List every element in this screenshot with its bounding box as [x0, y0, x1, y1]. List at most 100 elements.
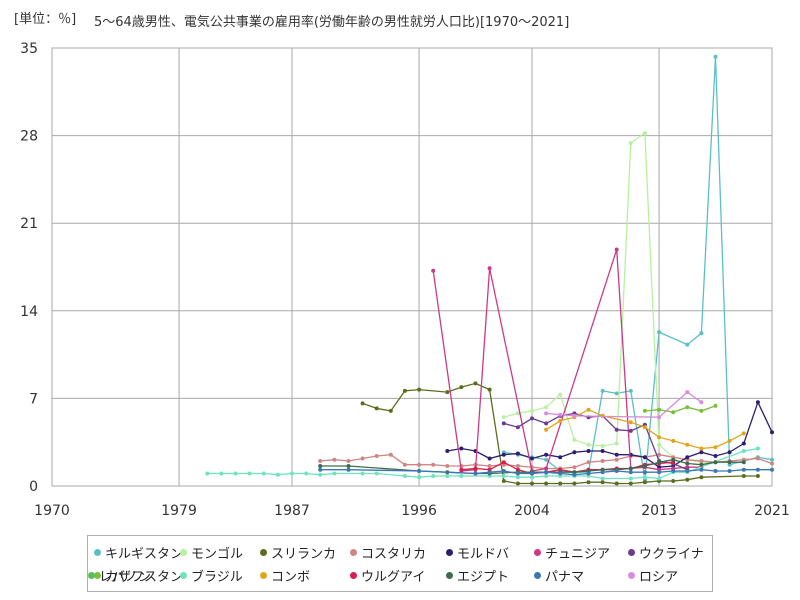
data-point [628, 466, 633, 471]
data-point [600, 459, 605, 463]
data-point [755, 446, 760, 451]
data-point [699, 467, 704, 472]
data-point [346, 459, 351, 463]
data-point [360, 401, 365, 406]
series-line-4 [447, 400, 773, 468]
legend-item: カザフスタン [94, 566, 183, 585]
legend-item: キルギスタン [94, 543, 183, 562]
data-point [685, 469, 690, 473]
legend-marker [88, 572, 95, 579]
data-point [544, 457, 549, 462]
data-point [657, 435, 662, 440]
data-point [713, 469, 718, 473]
data-point [755, 467, 760, 472]
data-point [770, 457, 774, 462]
x-tick-label: 2004 [514, 503, 550, 519]
data-point [642, 131, 647, 136]
legend-label: ロシア [639, 570, 679, 585]
data-point [558, 418, 563, 423]
data-point [445, 449, 450, 453]
data-point [572, 481, 577, 486]
data-point [657, 452, 662, 457]
data-point [558, 412, 563, 417]
legend-marker [94, 549, 101, 556]
data-point [741, 474, 746, 478]
data-point [318, 467, 323, 472]
series-line-2 [362, 382, 758, 485]
legend-item: コンボ [260, 566, 310, 585]
plot-area [51, 47, 773, 487]
legend-item: ブラジル [180, 566, 243, 585]
data-point [515, 411, 520, 416]
legend-label: モルドバ [457, 547, 510, 562]
data-point [614, 469, 619, 473]
data-point [727, 450, 732, 455]
data-point [572, 472, 577, 477]
series-line-13 [546, 391, 702, 418]
data-point [558, 481, 563, 486]
data-point [501, 479, 506, 483]
legend-label: チュニジア [545, 547, 611, 562]
data-point [459, 467, 464, 472]
data-point [515, 425, 520, 430]
data-point [473, 466, 478, 471]
data-point [501, 469, 506, 473]
data-point [501, 452, 506, 457]
data-point [586, 407, 591, 412]
legend-marker [446, 572, 453, 579]
legend-marker [628, 572, 635, 579]
data-point [685, 477, 690, 482]
data-point [544, 466, 549, 471]
data-point [657, 330, 662, 335]
data-point [431, 474, 436, 478]
data-point [699, 462, 704, 467]
data-point [727, 469, 732, 473]
legend-label: モンゴル [191, 547, 244, 562]
data-point [614, 391, 619, 396]
data-point [642, 480, 647, 485]
chart-title: 5～64歳男性、電気公共事業の雇用率(労働年齢の男性就労人口比)[1970～20… [94, 15, 570, 30]
legend-label: ウクライナ [639, 547, 704, 562]
y-tick-label: 0 [29, 479, 38, 495]
data-point [360, 471, 365, 476]
data-point [530, 481, 534, 486]
data-point [600, 470, 605, 475]
data-point [388, 452, 393, 457]
legend-label: ブラジル [191, 570, 243, 585]
data-point [713, 454, 718, 458]
x-tick-label: 1979 [161, 503, 197, 519]
data-point [685, 390, 690, 395]
data-point [741, 449, 746, 453]
data-point [332, 471, 337, 476]
data-point [473, 381, 478, 386]
data-point [713, 54, 718, 59]
data-point [628, 476, 633, 481]
legend-label: エジプト [457, 570, 510, 585]
legend-item: パナマ [534, 566, 584, 585]
data-point [770, 467, 774, 472]
data-point [332, 457, 337, 462]
data-point [614, 452, 619, 457]
data-point [727, 438, 732, 443]
data-point [544, 411, 549, 416]
data-point [530, 471, 534, 476]
data-point [572, 413, 577, 418]
y-tick-label: 35 [20, 41, 38, 57]
legend-marker [534, 572, 541, 579]
data-point [219, 471, 224, 476]
data-point [586, 460, 591, 465]
data-point [755, 456, 760, 461]
data-point [290, 471, 294, 476]
data-point [572, 465, 577, 470]
data-point [741, 441, 746, 446]
legend-marker [260, 549, 267, 556]
data-point [501, 474, 506, 478]
data-point [770, 430, 774, 435]
data-point [501, 460, 506, 465]
data-point [515, 475, 520, 480]
data-point [459, 385, 464, 390]
data-point [261, 471, 266, 476]
legend-marker [94, 572, 101, 579]
data-point [417, 469, 422, 473]
data-point [586, 471, 591, 476]
